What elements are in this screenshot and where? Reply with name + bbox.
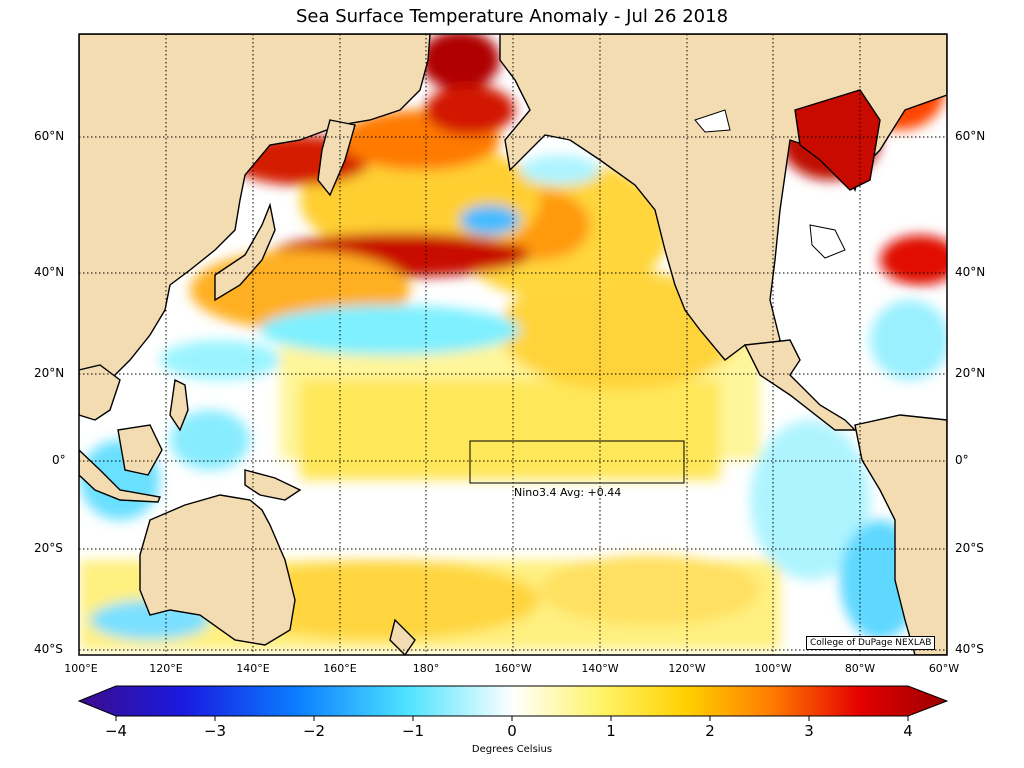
lon-label: 120°W: [668, 662, 706, 675]
colorbar-tick-label: −2: [302, 722, 326, 740]
lon-label: 100°E: [64, 662, 98, 675]
anomaly-field: [80, 34, 947, 650]
lat-label-left: 0°: [52, 453, 66, 467]
credit-label: College of DuPage NEXLAB: [806, 636, 936, 650]
lat-label-left: 20°N: [34, 366, 65, 380]
lon-label: 140°W: [581, 662, 619, 675]
map-title: Sea Surface Temperature Anomaly - Jul 26…: [295, 6, 729, 27]
lat-label-right: 40°N: [955, 265, 986, 279]
nino34-box: [469, 440, 685, 484]
lat-label-right: 0°: [955, 453, 969, 467]
lon-label: 160°W: [494, 662, 532, 675]
lon-label: 140°E: [236, 662, 270, 675]
map-frame: [78, 33, 948, 656]
lat-label-right: 20°S: [955, 541, 984, 555]
lat-label-left: 40°N: [34, 265, 65, 279]
lon-label: 120°E: [149, 662, 183, 675]
lon-label: 100°W: [754, 662, 792, 675]
lon-label: 180°: [412, 662, 440, 675]
colorbar-tick-label: 4: [903, 722, 913, 740]
colorbar: [77, 685, 949, 717]
colorbar-tick-label: −1: [401, 722, 425, 740]
colorbar-tick-label: −3: [203, 722, 227, 740]
lat-label-left: 20°S: [34, 541, 63, 555]
colorbar-tick-label: 0: [507, 722, 517, 740]
hudson-bay: [794, 89, 881, 191]
lat-label-right: 60°N: [955, 129, 986, 143]
colorbar-tick-label: −4: [104, 722, 128, 740]
colorbar-tick-label: 3: [804, 722, 814, 740]
nino34-label: Nino3.4 Avg: +0.44: [514, 486, 622, 499]
lon-label: 80°W: [844, 662, 876, 675]
lon-label: 160°E: [323, 662, 357, 675]
lat-label-left: 40°S: [34, 642, 63, 656]
colorbar-ticks: [115, 716, 909, 721]
colorbar-tick-label: 2: [705, 722, 715, 740]
lon-label: 60°W: [928, 662, 960, 675]
colorbar-tick-label: 1: [606, 722, 616, 740]
grid: [79, 34, 947, 655]
lat-label-left: 60°N: [34, 129, 65, 143]
lat-label-right: 20°N: [955, 366, 986, 380]
lakes: [694, 109, 846, 259]
colorbar-label: Degrees Celsius: [471, 744, 553, 755]
lat-label-right: 40°S: [955, 642, 984, 656]
